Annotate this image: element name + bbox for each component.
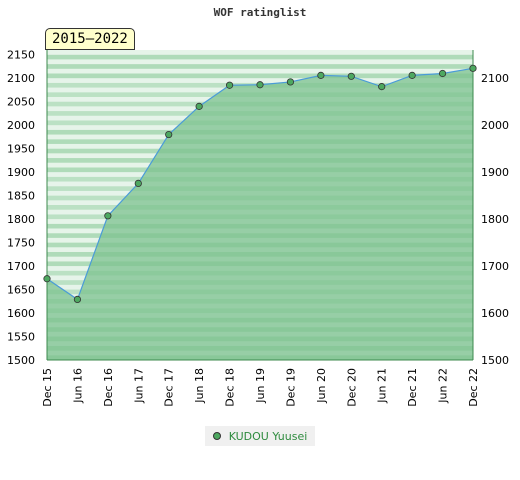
x-tick-label: Jun 18 [193, 368, 206, 404]
x-tick-label: Dec 22 [467, 368, 480, 407]
data-point [347, 72, 355, 80]
data-point [469, 64, 477, 72]
x-tick-label: Dec 17 [163, 368, 176, 407]
x-tick-label: Jun 16 [71, 368, 84, 404]
data-point [317, 71, 325, 79]
y-tick-label: 1500 [7, 354, 35, 367]
data-point [104, 212, 112, 220]
legend-marker-icon [212, 432, 221, 440]
markers [43, 64, 477, 304]
y-tick-label: 1950 [7, 143, 35, 156]
y-tick-label: 1750 [7, 237, 35, 250]
data-point [225, 81, 234, 89]
y-tick-label: 1700 [7, 260, 35, 273]
x-tick-label: Jun 21 [376, 368, 389, 404]
x-tick-label: Jun 22 [437, 368, 450, 404]
data-point [195, 102, 203, 110]
data-point [408, 71, 416, 79]
y-ticks-right: 1500 1600 1700 1800 1900 2000 2100 [481, 72, 509, 367]
y-tick-label: 2150 [7, 49, 35, 62]
y-tick-label: 1800 [7, 213, 35, 226]
y-tick-label: 1600 [7, 307, 35, 320]
data-point [438, 69, 447, 78]
x-ticks: Dec 15 Jun 16 Dec 16 Jun 17 Dec 17 Jun 18 Dec … [41, 368, 480, 407]
background-band [47, 59, 473, 65]
y-tick-label-right: 1600 [481, 307, 509, 320]
x-tick-label: Dec 16 [102, 368, 115, 407]
y-tick-label: 1850 [7, 190, 35, 203]
y-tick-label: 2000 [7, 119, 35, 132]
legend: KUDOU Yuusei [205, 426, 315, 446]
period-label: 2015–2022 [45, 28, 135, 50]
data-point [73, 295, 82, 304]
x-tick-label: Jun 20 [315, 368, 328, 404]
x-tick-label: Dec 15 [41, 368, 54, 407]
y-tick-label-right: 1800 [481, 213, 509, 226]
axes [46, 50, 474, 361]
y-tick-label: 1900 [7, 166, 35, 179]
x-tick-label: Jun 19 [254, 368, 267, 404]
background-band [47, 54, 473, 60]
data-point [378, 83, 386, 91]
data-point [43, 275, 51, 283]
y-tick-label: 2050 [7, 96, 35, 109]
background-band [47, 68, 473, 74]
x-tick-label: Jun 17 [132, 368, 145, 404]
data-point [165, 130, 173, 139]
x-tick-label: Dec 21 [406, 368, 419, 407]
legend-series-name: KUDOU Yuusei [228, 429, 308, 443]
y-tick-label-right: 1900 [481, 166, 509, 179]
y-tick-label-right: 1700 [481, 260, 509, 273]
y-ticks-left: 1500 1550 1600 1650 1700 1750 1800 1850 1900 1950… [7, 49, 35, 367]
data-point [286, 78, 295, 86]
y-tick-label: 2100 [7, 72, 35, 85]
y-tick-label-right: 1500 [481, 354, 509, 367]
y-tick-label: 1650 [7, 284, 35, 297]
chart-title: WOF ratinglist [213, 6, 307, 19]
background-band [47, 73, 473, 79]
y-tick-label: 1550 [7, 331, 35, 344]
data-point [134, 179, 142, 187]
x-tick-label: Dec 18 [224, 368, 237, 407]
background-band [47, 78, 473, 83]
y-tick-label-right: 2000 [481, 119, 509, 132]
x-tick-label: Dec 19 [284, 368, 297, 407]
data-point [256, 81, 264, 89]
series-area [47, 68, 473, 361]
background-band [47, 50, 473, 55]
y-tick-label-right: 2100 [481, 72, 509, 85]
x-tick-label: Dec 20 [345, 368, 358, 407]
background-band [47, 64, 473, 69]
